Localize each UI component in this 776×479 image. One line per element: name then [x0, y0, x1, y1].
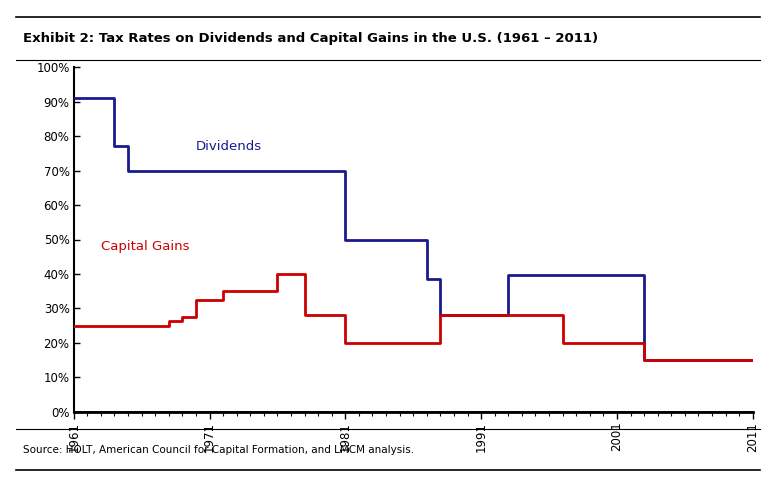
- Text: Capital Gains: Capital Gains: [101, 240, 189, 253]
- Text: Source: HOLT, American Council for Capital Formation, and LMCM analysis.: Source: HOLT, American Council for Capit…: [23, 445, 414, 455]
- Text: Exhibit 2: Tax Rates on Dividends and Capital Gains in the U.S. (1961 – 2011): Exhibit 2: Tax Rates on Dividends and Ca…: [23, 32, 598, 45]
- Text: Dividends: Dividends: [196, 140, 262, 153]
